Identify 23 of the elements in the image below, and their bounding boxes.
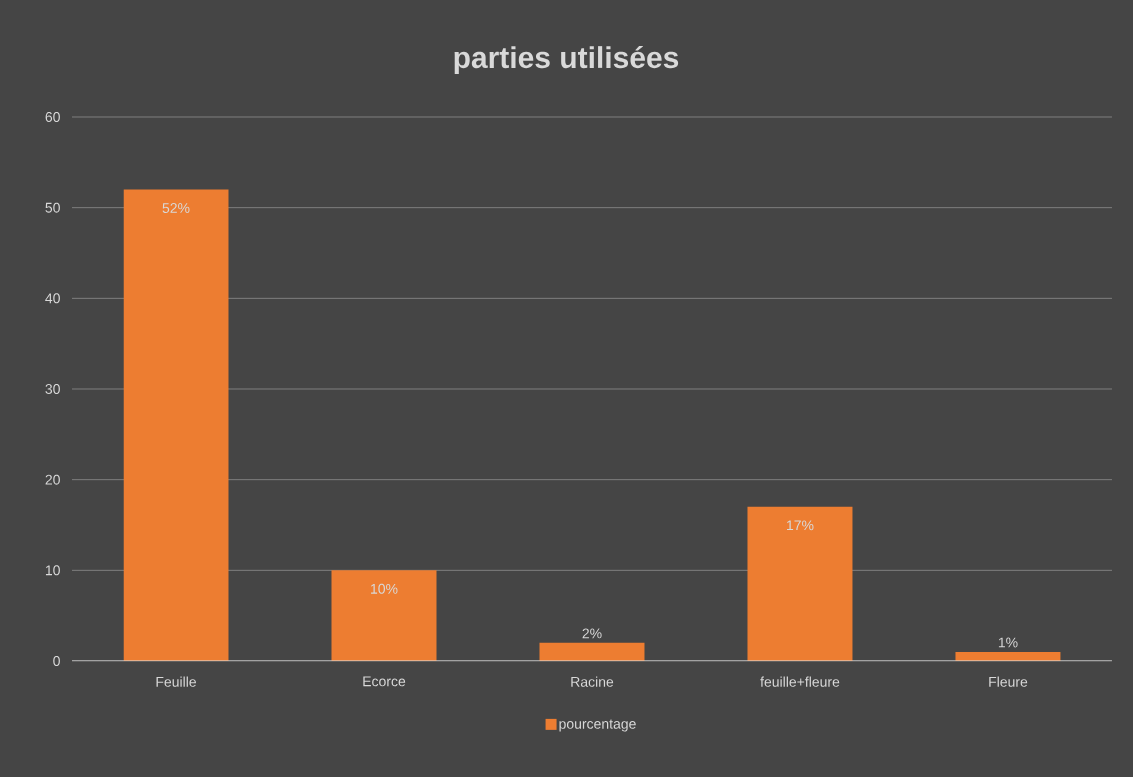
x-tick-label: Ecorce bbox=[363, 676, 406, 687]
y-tick-label: 30 bbox=[45, 384, 60, 394]
chart-title: parties utilisées bbox=[454, 45, 679, 75]
legend-label: pourcentage bbox=[559, 719, 636, 732]
y-tick-label: 40 bbox=[45, 293, 60, 304]
x-tick-label: Feuille bbox=[156, 676, 196, 687]
text: 1% bbox=[998, 637, 1018, 648]
y-tick-label: 50 bbox=[45, 202, 60, 213]
text: 2% bbox=[582, 628, 602, 639]
text: 10% bbox=[371, 583, 398, 594]
x-tick-label: feuille+fleure bbox=[760, 676, 840, 687]
y-tick-label: 20 bbox=[45, 474, 60, 485]
x-tick-label: Fleure bbox=[989, 676, 1028, 687]
bar bbox=[747, 506, 853, 661]
text: 17% bbox=[787, 520, 814, 531]
bar bbox=[123, 189, 229, 661]
y-tick-label: 10 bbox=[45, 565, 60, 576]
bar bbox=[539, 642, 645, 661]
x-tick-label: Racine bbox=[571, 676, 614, 687]
bar bbox=[331, 570, 437, 661]
text: 52% bbox=[162, 203, 190, 213]
y-tick-label: 60 bbox=[45, 112, 60, 122]
y-tick-label: 0 bbox=[53, 656, 60, 666]
